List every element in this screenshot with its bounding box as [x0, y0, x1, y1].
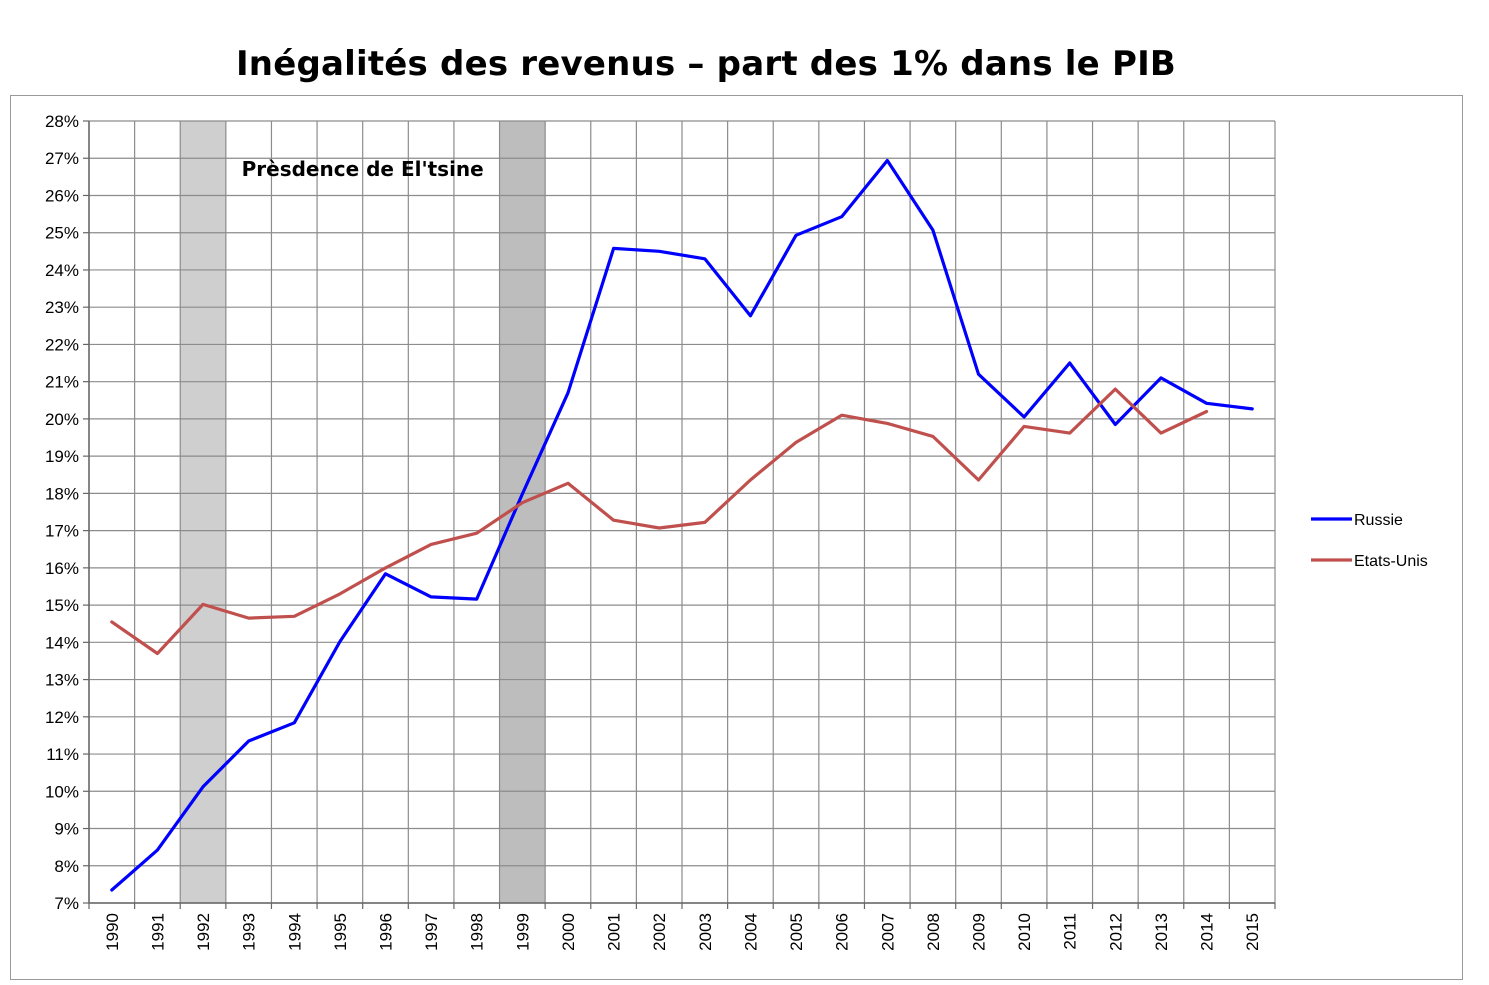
y-tick-label: 13% — [45, 671, 79, 690]
series-line-etats-unis — [110, 387, 1209, 656]
x-tick-label: 2011 — [1061, 913, 1080, 950]
y-tick-label: 25% — [45, 224, 79, 243]
y-tick-label: 11% — [46, 745, 79, 764]
shading-layer — [180, 121, 546, 903]
series-line-russie — [110, 158, 1254, 892]
x-tick-label: 2012 — [1106, 913, 1125, 951]
y-tick-label: 19% — [45, 447, 79, 466]
y-tick-label: 8% — [54, 857, 79, 876]
x-tick-label: 1993 — [240, 913, 259, 951]
y-tick-label: 15% — [45, 596, 79, 615]
x-tick-label: 1995 — [331, 913, 350, 951]
x-tick-label: 2010 — [1015, 913, 1034, 951]
x-tick-label: 2015 — [1243, 913, 1262, 951]
annotation-layer: Prèsdence de El'tsine — [242, 157, 484, 181]
y-tick-label: 21% — [45, 373, 79, 392]
legend-label-etats-unis: Etats-Unis — [1354, 553, 1428, 570]
series-layer — [110, 158, 1254, 892]
x-tick-label: 1999 — [513, 913, 532, 951]
y-tick-label: 9% — [54, 820, 79, 839]
y-tick-label: 27% — [45, 149, 79, 168]
y-tick-label: 22% — [45, 335, 79, 354]
y-tick-label: 17% — [45, 522, 79, 541]
x-tick-label: 1996 — [377, 913, 396, 951]
y-tick-label: 7% — [54, 894, 79, 913]
x-tick-label: 2013 — [1152, 913, 1171, 951]
x-tick-label: 2006 — [833, 913, 852, 951]
x-tick-label: 1998 — [468, 913, 487, 951]
x-tick-label: 1994 — [285, 913, 304, 951]
annotation-label: Prèsdence de El'tsine — [242, 157, 484, 181]
y-tick-label: 23% — [45, 298, 79, 317]
legend: Russie Etats-Unis — [1311, 512, 1428, 570]
y-tick-label: 26% — [45, 186, 79, 205]
y-tick-label: 28% — [45, 112, 79, 131]
x-tick-label: 2003 — [696, 913, 715, 951]
x-tick-label: 1992 — [194, 913, 213, 951]
y-tick-label: 20% — [45, 410, 79, 429]
chart-frame — [10, 95, 1463, 980]
y-tick-label: 18% — [45, 484, 79, 503]
x-tick-label: 2009 — [970, 913, 989, 951]
x-tick-label: 2005 — [787, 913, 806, 951]
x-tick-label: 2008 — [924, 913, 943, 951]
y-tick-label: 16% — [45, 559, 79, 578]
x-tick-label: 1991 — [148, 913, 167, 951]
axis-layer: 7% 8% 9% 10% 11% 12% 13% 14% 15% 16% 17% 18% 19% 20% 2… — [45, 112, 1276, 951]
x-tick-label: 2000 — [559, 913, 578, 951]
y-tick-label: 14% — [45, 633, 79, 652]
x-tick-label: 2014 — [1198, 913, 1217, 951]
y-tick-label: 12% — [45, 708, 79, 727]
chart-title: Inégalités des revenus – part des 1% dan… — [235, 44, 1177, 84]
legend-label-russie: Russie — [1354, 512, 1403, 529]
y-tick-label: 24% — [45, 261, 79, 280]
x-tick-label: 2001 — [605, 913, 624, 951]
y-tick-label: 10% — [45, 782, 79, 801]
x-tick-label: 2002 — [650, 913, 669, 951]
x-tick-label: 2007 — [878, 913, 897, 951]
x-tick-label: 1990 — [103, 913, 122, 951]
grid-layer — [88, 120, 1276, 904]
x-tick-label: 2004 — [741, 913, 760, 951]
x-tick-label: 1997 — [422, 913, 441, 951]
